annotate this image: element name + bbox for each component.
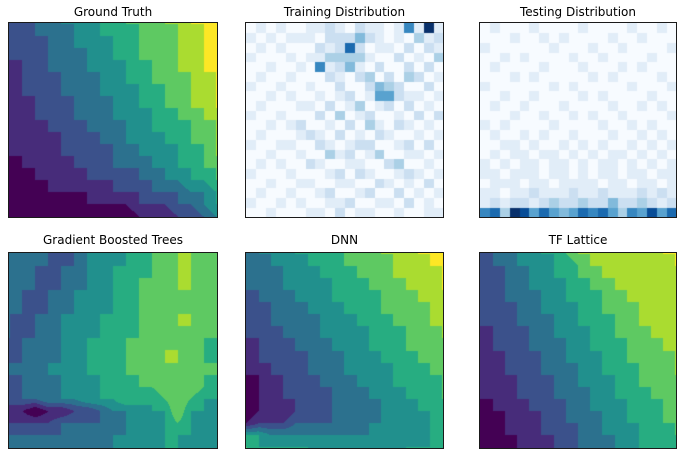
subplot-title-tf-lattice: TF Lattice	[548, 233, 608, 247]
subplot-title-dnn: DNN	[330, 233, 359, 247]
plot-gradient-boosted-trees	[8, 252, 218, 449]
plot-ground-truth	[8, 22, 218, 218]
ground-truth-contour-canvas	[9, 23, 217, 217]
training-distribution-heatmap-canvas	[246, 23, 443, 217]
plot-dnn	[245, 252, 444, 449]
gradient-boosted-trees-contour-canvas	[9, 253, 217, 448]
plot-testing-distribution	[479, 22, 677, 218]
plot-training-distribution	[245, 22, 444, 218]
testing-distribution-heatmap-canvas	[480, 23, 676, 217]
dnn-contour-canvas	[246, 253, 443, 448]
subplot-title-gradient-boosted-trees: Gradient Boosted Trees	[43, 233, 183, 247]
subplot-title-ground-truth: Ground Truth	[73, 5, 153, 19]
subplot-title-testing-distribution: Testing Distribution	[519, 5, 636, 19]
subplot-title-training-distribution: Training Distribution	[283, 5, 406, 19]
tf-lattice-contour-canvas	[480, 253, 676, 448]
plot-tf-lattice	[479, 252, 677, 449]
